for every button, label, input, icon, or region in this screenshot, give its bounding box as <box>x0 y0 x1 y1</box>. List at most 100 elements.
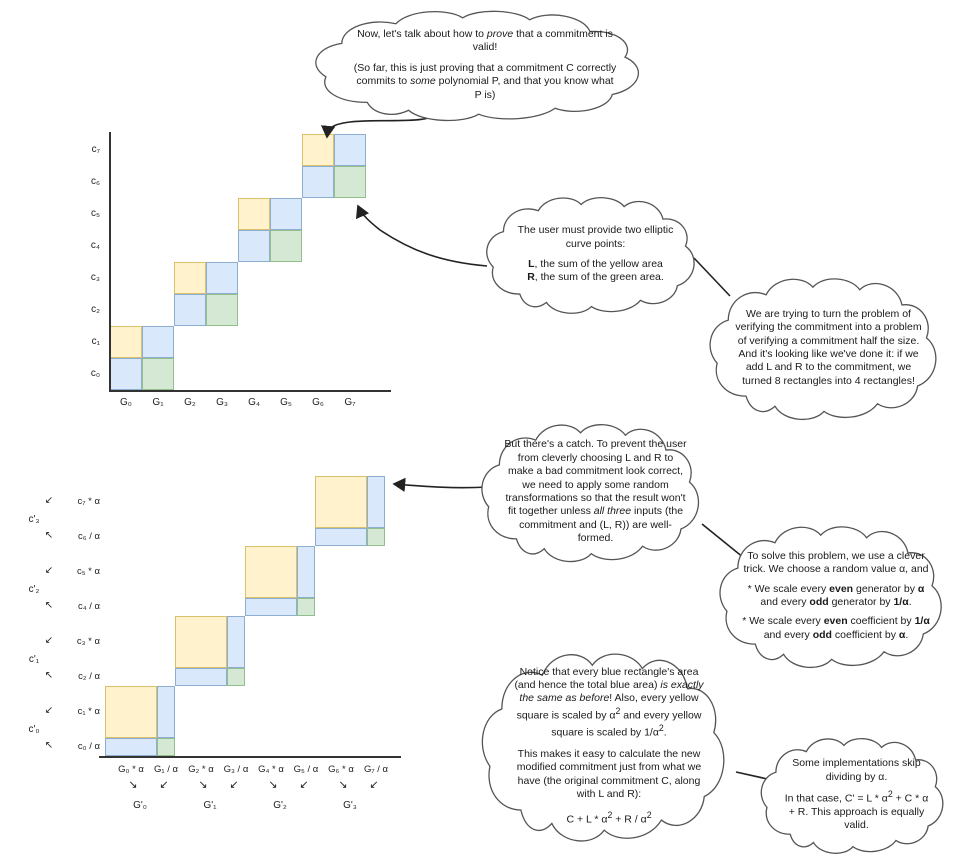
cloud-outline <box>478 645 740 847</box>
cloud-outline <box>706 272 951 424</box>
chart2-x-label: G₀ * α <box>118 764 144 775</box>
chart2-x-group-label: G'₀ <box>133 800 147 811</box>
cloud-user-points-line1: The user must provide two elliptic curve… <box>517 224 674 250</box>
speech-cloud-skip-division: Some implementations skip dividing by α.… <box>758 733 955 857</box>
chart2-cell-green <box>367 528 385 546</box>
chart1-y-label: c₅ <box>90 208 100 219</box>
chart2-y-label: c₁ * α <box>77 706 100 717</box>
chart2-y-group-label: c'₃ <box>28 513 40 525</box>
chart2-y-label: c₆ / α <box>78 531 100 542</box>
chart1-y-axis <box>109 132 111 390</box>
chart2-group-arrow-icon: ↖ <box>44 740 54 751</box>
cloud-trick-line2: * We scale every even generator by α and… <box>747 582 925 608</box>
speech-cloud-half-size: We are trying to turn the problem of ver… <box>706 272 951 424</box>
chart1-x-axis <box>109 390 391 392</box>
chart2-cell-blue <box>157 686 175 738</box>
cloud-trick-line3: * We scale every even coefficient by 1/α… <box>742 615 930 641</box>
chart2-cell-yellow <box>105 686 157 738</box>
chart2-y-label: c₂ / α <box>78 671 100 682</box>
chart1-x-label: G₃ <box>216 397 228 408</box>
chart1-cell-blue <box>142 326 174 358</box>
chart1-cell-yellow <box>174 262 206 294</box>
chart1-cell-blue <box>110 358 142 390</box>
chart2-cell-blue <box>315 528 367 546</box>
chart2-x-group-label: G'₃ <box>343 800 357 811</box>
chart2-cell-blue <box>367 476 385 528</box>
cloud-trick-line1: To solve this problem, we use a clever t… <box>743 549 929 576</box>
cloud-outline <box>478 418 713 566</box>
chart1-y-label: c₃ <box>90 272 100 283</box>
chart1-y-label: c₄ <box>90 240 100 251</box>
chart1-cell-yellow <box>302 134 334 166</box>
chart2-group-arrow-icon: ↙ <box>44 635 54 646</box>
chart2-x-label: G₆ * α <box>328 764 354 775</box>
chart1-x-label: G₁ <box>152 397 164 408</box>
chart2-y-label: c₅ * α <box>76 566 100 577</box>
cloud-blue-area-formula: C + L * α2 + R / α2 <box>566 809 652 826</box>
chart2-cell-yellow <box>175 616 227 668</box>
chart2-cell-green <box>157 738 175 756</box>
speech-cloud-catch: But there's a catch. To prevent the user… <box>478 418 713 566</box>
chart2-x-label: G₁ / α <box>153 764 178 775</box>
cloud-intro-line2: (So far, this is just proving that a com… <box>353 61 617 101</box>
cloud-outline <box>716 520 956 672</box>
speech-cloud-intro: Now, let's talk about how to prove that … <box>310 6 660 124</box>
chart2-x-label: G₇ / α <box>363 764 389 775</box>
chart1-y-label: c₆ <box>90 176 100 187</box>
chart2-group-arrow-icon: ↖ <box>44 530 54 541</box>
chart1-cell-blue <box>238 230 270 262</box>
chart1-cell-green <box>142 358 174 390</box>
chart1-cell-green <box>270 230 302 262</box>
chart2-y-label: c₄ / α <box>77 601 100 612</box>
chart2-cell-blue <box>105 738 157 756</box>
cloud-blue-area-line2: This makes it easy to calculate the new … <box>516 747 702 801</box>
chart2-y-group-label: c'₀ <box>28 723 40 735</box>
cloud-outline <box>310 6 660 124</box>
chart2-xgroup-arrow-icon: ↘ <box>268 779 278 791</box>
chart1-cell-blue <box>334 134 366 166</box>
cloud-user-points-line2: L, the sum of the yellow area R, the sum … <box>527 258 664 284</box>
cloud-skip-line2: In that case, C' = L * α2 + C * α + R. T… <box>784 789 929 832</box>
chart2-xgroup-arrow-icon: ↘ <box>198 779 208 791</box>
cloud-half-size-text: We are trying to turn the problem of ver… <box>735 307 922 387</box>
chart2-group-arrow-icon: ↙ <box>44 565 54 576</box>
chart2-y-label: c₇ * α <box>77 496 100 507</box>
cloud-catch-text: But there's a catch. To prevent the user… <box>504 438 687 545</box>
chart1-cell-yellow <box>238 198 270 230</box>
chart1-cell-blue <box>174 294 206 326</box>
cloud-skip-line1: Some implementations skip dividing by α. <box>792 757 921 783</box>
chart2-x-axis <box>99 756 401 758</box>
chart1-x-label: G₂ <box>184 397 196 408</box>
chart2-xgroup-arrow-icon: ↙ <box>159 779 169 791</box>
chart1-x-label: G₄ <box>248 397 260 408</box>
chart1-x-label: G₆ <box>312 397 324 408</box>
chart2-y-group-label: c'₁ <box>28 653 40 665</box>
cloud-outline <box>483 192 708 317</box>
chart1-cell-green <box>206 294 238 326</box>
chart2-cell-yellow <box>315 476 367 528</box>
cloud-intro-line1: Now, let's talk about how to prove that … <box>357 27 613 54</box>
chart1-cell-green <box>334 166 366 198</box>
speech-cloud-trick: To solve this problem, we use a clever t… <box>716 520 956 672</box>
chart1-x-label: G₅ <box>280 397 292 408</box>
chart2-x-label: G₃ / α <box>223 764 249 775</box>
chart1-x-label: G₇ <box>344 397 356 408</box>
chart2-xgroup-arrow-icon: ↙ <box>229 779 239 791</box>
cloud-blue-area-line1: Notice that every blue rectangle's area … <box>514 665 704 739</box>
chart1-cell-yellow <box>110 326 142 358</box>
chart2-xgroup-arrow-icon: ↘ <box>338 779 348 791</box>
chart2-x-group-label: G'₂ <box>273 800 287 811</box>
chart2-cell-blue <box>245 598 297 616</box>
chart1-cell-blue <box>270 198 302 230</box>
chart2-xgroup-arrow-icon: ↙ <box>299 779 309 791</box>
chart2-y-label: c₀ / α <box>77 741 100 752</box>
chart1-x-label: G₀ <box>120 397 132 408</box>
chart2-group-arrow-icon: ↖ <box>44 600 54 611</box>
chart1-cell-blue <box>302 166 334 198</box>
chart2-y-group-label: c'₂ <box>28 583 40 595</box>
chart2-cell-blue <box>175 668 227 686</box>
chart2-xgroup-arrow-icon: ↘ <box>128 779 138 791</box>
chart2-cell-green <box>227 668 245 686</box>
chart1-y-label: c₇ <box>91 144 100 155</box>
